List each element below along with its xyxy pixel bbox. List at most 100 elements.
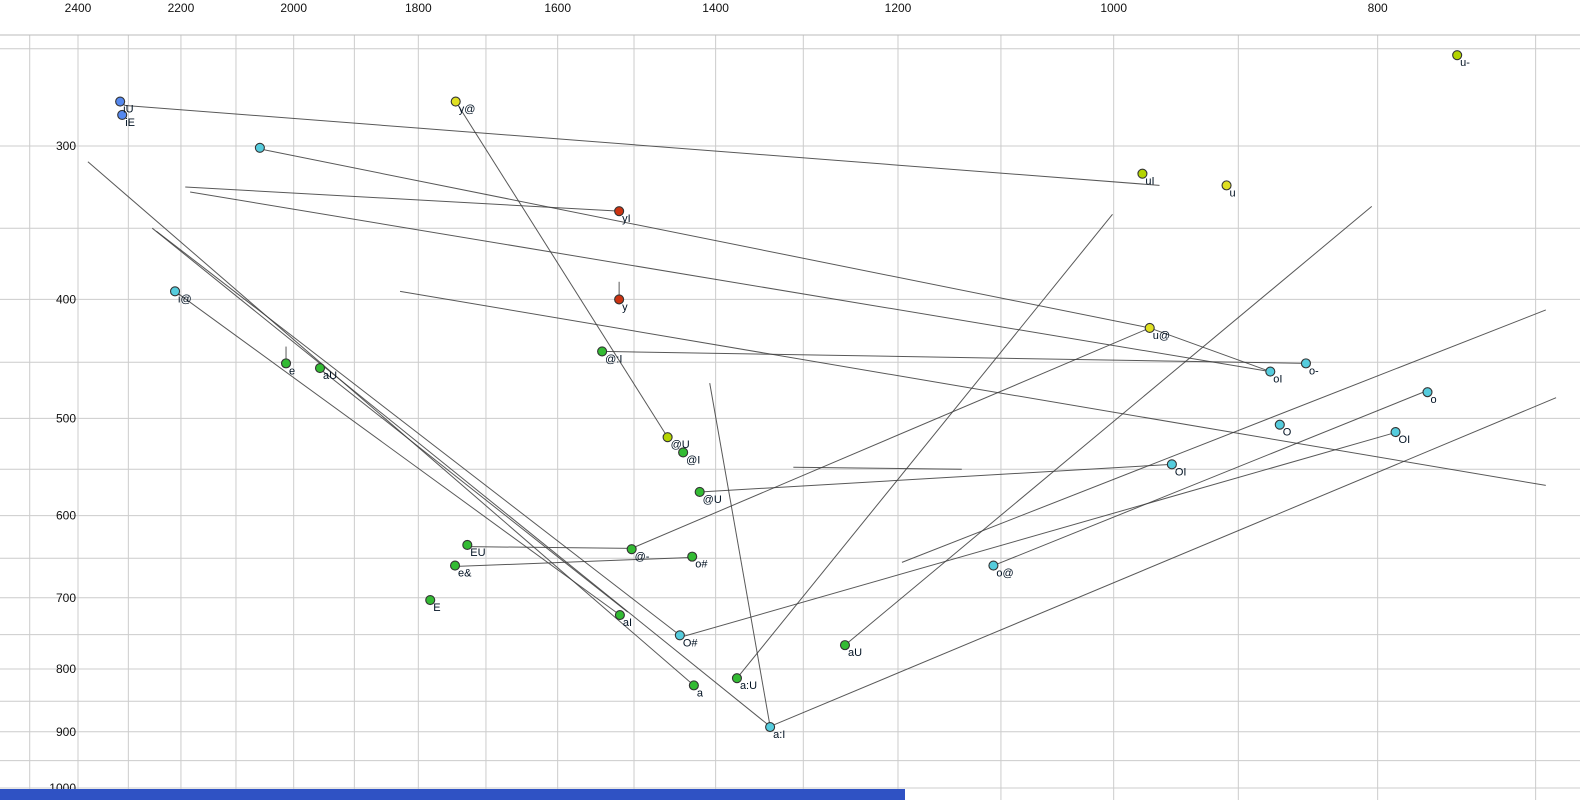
vowel-point-label: oI — [1273, 374, 1282, 386]
trajectory-line — [321, 370, 629, 613]
trajectory-line — [190, 191, 1271, 373]
vowel-point — [765, 721, 776, 733]
vowel-point — [694, 486, 705, 498]
vowel-point — [662, 432, 673, 443]
vowel-point-label: e& — [458, 568, 472, 580]
trajectory-line — [993, 389, 1430, 567]
vowel-point-label: u@ — [1153, 330, 1170, 342]
x-axis-tick-label: 1600 — [544, 1, 571, 15]
y-axis-tick-label: 900 — [56, 725, 76, 739]
vowel-point — [1452, 50, 1463, 61]
vowel-point-label: aU — [848, 647, 862, 659]
vowel-point — [1422, 387, 1433, 398]
trajectory-line — [151, 227, 771, 727]
vowel-point-label: uI — [1145, 176, 1154, 188]
vowel-point-label: o — [1430, 394, 1436, 406]
trajectory-line — [185, 186, 620, 212]
trajectory-lines — [87, 101, 1557, 727]
vowel-point — [597, 346, 608, 357]
vowel-point-label: OI — [1399, 434, 1411, 446]
vowel-point — [1300, 358, 1311, 369]
vowel-point-label: a:U — [740, 680, 757, 692]
trajectory-line — [455, 101, 669, 438]
vowel-point-label: iU — [123, 104, 133, 116]
vowel-point-label: u — [1230, 187, 1236, 199]
vowel-point — [462, 539, 473, 551]
vowel-point — [988, 560, 999, 571]
x-axis-tick-label: 2000 — [280, 1, 307, 15]
vowel-point — [1221, 180, 1232, 191]
trajectory-line — [602, 350, 1306, 364]
x-axis-tick-label: 1400 — [702, 1, 729, 15]
vowel-point-label: @U — [703, 494, 722, 506]
vowel-point — [1166, 459, 1177, 470]
vowel-point — [314, 363, 326, 374]
vowel-point — [1144, 322, 1155, 333]
vowel-point — [674, 630, 685, 641]
vowel-point — [1274, 419, 1285, 430]
vowel-point-label: i@ — [178, 293, 192, 305]
vowel-point-label: O — [1283, 427, 1292, 439]
vowel-point — [614, 609, 625, 621]
vowel-point — [839, 640, 851, 651]
vowel-point — [614, 206, 625, 217]
vowel-point — [1137, 168, 1148, 179]
vowel-point-label: aI — [623, 617, 632, 629]
vowel-point-label: y@ — [459, 104, 476, 116]
y-axis-tick-label: 500 — [56, 411, 76, 425]
trajectory-line — [631, 327, 1150, 549]
vowel-point-label: @U — [671, 439, 690, 451]
vowel-point-label: @- — [635, 551, 650, 563]
vowel-point-label: aU — [323, 370, 337, 382]
x-axis-tick-label: 2400 — [65, 1, 92, 15]
gridlines — [0, 34, 1580, 800]
vowel-point — [254, 142, 265, 153]
trajectory-line — [174, 290, 621, 616]
trajectory-line — [262, 149, 1150, 329]
trajectory-line — [793, 466, 962, 470]
trajectory-line — [1149, 327, 1271, 373]
trajectory-line — [901, 309, 1546, 563]
vowel-point-label: u- — [1460, 57, 1470, 69]
vowel-point-label: o@ — [996, 568, 1013, 580]
vowel-point — [449, 560, 461, 571]
vowel-point-label: @:I — [605, 353, 622, 365]
vowel-point-label: e — [289, 365, 295, 377]
vowel-point — [678, 447, 689, 458]
y-axis-tick-label: 800 — [56, 662, 76, 676]
vowel-point-label: o- — [1309, 365, 1319, 377]
y-axis-tick-label: 700 — [56, 591, 76, 605]
bottom-bar — [0, 789, 905, 800]
vowel-point — [626, 544, 637, 555]
y-axis-tick-label: 400 — [56, 292, 76, 306]
vowel-point — [450, 96, 461, 107]
x-axis-tick-label: 1200 — [885, 1, 912, 15]
vowel-point-label: y — [622, 301, 628, 313]
vowel-point — [1390, 427, 1401, 438]
trajectory-line — [699, 463, 1172, 493]
trajectory-line — [399, 290, 1546, 486]
vowel-point — [169, 286, 181, 297]
data-points — [115, 50, 1463, 733]
vowel-point-label: @I — [686, 454, 700, 466]
vowel-point-label: EU — [470, 547, 485, 559]
trajectory-line — [769, 397, 1557, 727]
vowel-point-label: O# — [683, 637, 699, 649]
vowel-point — [425, 595, 436, 606]
vowel-point — [115, 96, 126, 107]
trajectory-line — [87, 161, 695, 686]
axis-tick-labels: 2400 2200 2000 1800 1600 1400 1200 1000 800 300 40… — [49, 1, 1388, 795]
vowel-point — [280, 358, 292, 369]
vowel-point — [1265, 366, 1276, 377]
vowel-point — [614, 294, 625, 305]
x-axis-tick-label: 2200 — [168, 1, 195, 15]
y-axis-tick-label: 600 — [56, 509, 76, 523]
vowel-point — [687, 551, 698, 562]
trajectory-line — [736, 213, 1113, 679]
vowel-point — [688, 680, 699, 691]
vowel-point-label: iE — [125, 117, 135, 129]
vowel-point-label: a — [697, 687, 704, 699]
x-axis-tick-label: 1000 — [1100, 1, 1127, 15]
